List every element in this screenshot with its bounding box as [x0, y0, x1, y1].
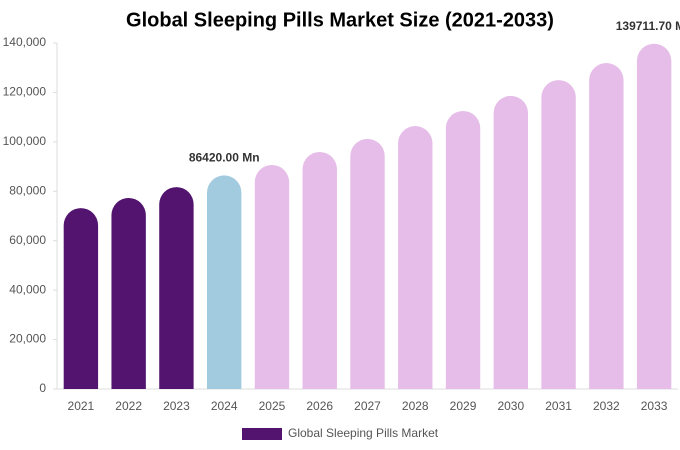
legend-swatch [242, 428, 282, 440]
x-tick-label: 2025 [259, 399, 286, 413]
bar [350, 138, 385, 389]
x-tick-label: 2033 [641, 399, 668, 413]
x-tick-label: 2021 [68, 399, 95, 413]
y-tick-label: 20,000 [9, 332, 46, 346]
x-tick-label: 2032 [593, 399, 620, 413]
x-tick-label: 2027 [354, 399, 381, 413]
x-tick-label: 2026 [306, 399, 333, 413]
chart-title: Global Sleeping Pills Market Size (2021-… [126, 9, 554, 31]
bar [636, 43, 672, 390]
value-label: 86420.00 Mn [189, 151, 260, 165]
x-tick-label: 2029 [450, 399, 477, 413]
bar [111, 197, 146, 389]
y-tick-label: 40,000 [9, 282, 46, 296]
y-tick-label: 60,000 [9, 233, 46, 247]
legend-label: Global Sleeping Pills Market [288, 426, 439, 440]
bar [254, 164, 290, 389]
x-tick-label: 2023 [163, 399, 190, 413]
x-tick-label: 2030 [497, 399, 524, 413]
x-tick-label: 2028 [402, 399, 429, 413]
bar [541, 80, 576, 390]
y-tick-label: 0 [39, 381, 46, 395]
bar [302, 151, 337, 389]
y-tick-label: 120,000 [3, 85, 47, 99]
y-tick-label: 80,000 [9, 183, 46, 197]
bar [159, 187, 194, 389]
x-tick-label: 2024 [211, 399, 238, 413]
y-tick-label: 140,000 [3, 35, 47, 49]
value-label: 139711.70 Mn [616, 19, 680, 33]
bar [589, 63, 624, 390]
y-tick-label: 100,000 [3, 134, 47, 148]
x-tick-label: 2031 [545, 399, 572, 413]
x-tick-label: 2022 [115, 399, 142, 413]
bar [63, 208, 99, 389]
bar [398, 126, 433, 389]
bar [493, 95, 529, 390]
bar [445, 110, 481, 389]
bar [206, 175, 242, 389]
